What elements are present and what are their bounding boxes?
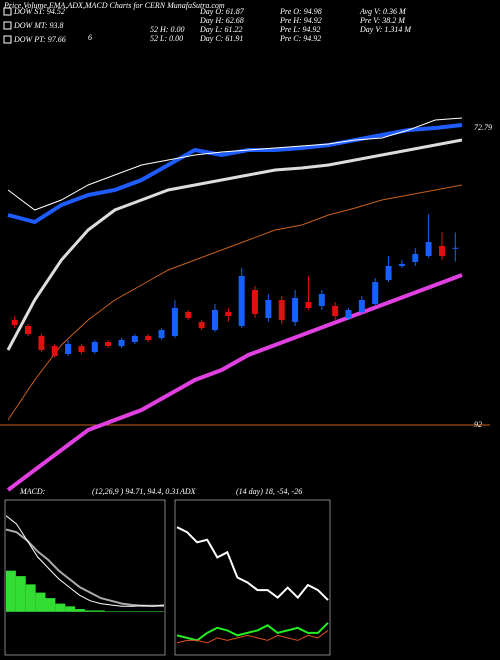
stat: Pre L: 94.92 bbox=[279, 25, 320, 34]
legend-swatch bbox=[3, 7, 12, 16]
legend-label: DOW ST: 94.52 bbox=[13, 7, 65, 16]
minus-di-line bbox=[176, 629, 329, 644]
macd-histogram bbox=[6, 570, 16, 612]
macd-histogram bbox=[154, 611, 164, 612]
legend-swatch bbox=[3, 21, 12, 30]
stat: Pre O: 94.98 bbox=[279, 7, 322, 16]
candle-body bbox=[185, 312, 192, 318]
adx-params: (14 day) 18, -54, -26 bbox=[236, 487, 302, 496]
candle-body bbox=[11, 320, 18, 325]
candle-body bbox=[332, 306, 339, 316]
stat: Pre V: 38.2 M bbox=[359, 16, 406, 25]
candle-body bbox=[412, 254, 419, 262]
macd-histogram bbox=[15, 576, 26, 612]
candle-body bbox=[292, 298, 299, 322]
stat: Avg V: 0.36 M bbox=[359, 7, 407, 16]
adx-label: ADX bbox=[179, 487, 197, 496]
ema-line bbox=[7, 117, 463, 211]
chart-title: Price,Volume,EMA,ADX,MACD Charts for CER… bbox=[3, 1, 225, 10]
candle-body bbox=[211, 310, 218, 330]
adx-line bbox=[176, 526, 329, 601]
macd-histogram bbox=[114, 611, 125, 612]
candle-body bbox=[171, 308, 178, 336]
price-annotation: 72.79 bbox=[474, 123, 492, 132]
candle-body bbox=[198, 322, 205, 328]
legend-swatch bbox=[3, 35, 12, 44]
macd-histogram bbox=[94, 610, 105, 612]
candle-body bbox=[438, 246, 445, 256]
stat: Pre H: 94.92 bbox=[279, 16, 322, 25]
adx-panel bbox=[174, 499, 331, 656]
macd-histogram bbox=[124, 611, 135, 612]
candle-body bbox=[345, 310, 352, 318]
macd-histogram bbox=[35, 592, 46, 612]
candle-body bbox=[398, 264, 405, 266]
macd-histogram bbox=[55, 603, 66, 612]
candle-body bbox=[65, 344, 72, 354]
candle-body bbox=[78, 346, 85, 352]
stat: Day V: 1.314 M bbox=[359, 25, 412, 34]
candle-body bbox=[425, 242, 432, 256]
candle-body bbox=[131, 336, 138, 342]
stat: Day C: 61.91 bbox=[199, 34, 243, 43]
legend-label: DOW MT: 93.8 bbox=[13, 21, 64, 30]
legend-label: DOW PT: 97.66 bbox=[13, 35, 66, 44]
candle-body bbox=[452, 247, 459, 249]
stat: Day O: 61.87 bbox=[199, 7, 245, 16]
macd-signal bbox=[5, 528, 164, 607]
macd-histogram bbox=[45, 598, 56, 612]
stat: Day L: 61.22 bbox=[199, 25, 242, 34]
macd-histogram bbox=[75, 609, 85, 612]
candle-body bbox=[118, 340, 125, 346]
candle-body bbox=[318, 294, 325, 306]
candle-body bbox=[278, 300, 285, 320]
macd-histogram bbox=[65, 606, 76, 612]
stat: 52 L: 0.00 bbox=[150, 34, 183, 43]
candle-body bbox=[252, 290, 259, 314]
macd-histogram bbox=[104, 611, 115, 612]
macd-histogram bbox=[25, 584, 36, 612]
candle-body bbox=[51, 346, 58, 356]
candle-body bbox=[105, 342, 112, 346]
candle-body bbox=[145, 336, 152, 340]
candle-body bbox=[238, 276, 245, 326]
ema-line bbox=[6, 138, 463, 351]
candle-body bbox=[358, 300, 365, 312]
ema-line bbox=[7, 184, 463, 421]
candle-body bbox=[25, 326, 32, 334]
candle-body bbox=[385, 266, 392, 280]
macd-label: MACD: bbox=[19, 487, 46, 496]
stat: Pre C: 94.92 bbox=[279, 34, 321, 43]
candle-body bbox=[225, 312, 232, 316]
macd-line bbox=[5, 515, 165, 607]
stat: 52 H: 0.00 bbox=[150, 25, 184, 34]
macd-histogram bbox=[144, 611, 155, 612]
macd-histogram bbox=[85, 610, 95, 612]
candle-body bbox=[38, 336, 45, 350]
macd-histogram bbox=[134, 611, 145, 612]
candle-body bbox=[158, 330, 165, 338]
ema-line bbox=[7, 123, 463, 225]
candle-body bbox=[372, 282, 379, 304]
candle-body bbox=[91, 342, 98, 352]
candle-body bbox=[305, 302, 312, 308]
candle-body bbox=[265, 300, 272, 318]
macd-panel bbox=[4, 499, 166, 656]
ema-line bbox=[6, 273, 463, 492]
price-annotation: 92 bbox=[474, 420, 482, 429]
macd-params: (12,26,9 ) 94.71, 94.4, 0.31 bbox=[92, 487, 179, 496]
plus-di-line bbox=[176, 622, 329, 642]
stat: Day H: 62.68 bbox=[199, 16, 244, 25]
legend-note: 6 bbox=[88, 33, 92, 42]
